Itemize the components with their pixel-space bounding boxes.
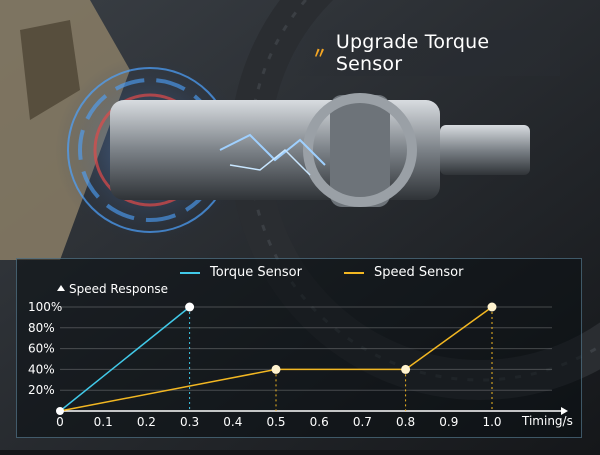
- chart-legend: Torque Sensor Speed Sensor: [180, 265, 463, 280]
- x-tick-label: 0.8: [396, 415, 415, 429]
- y-axis-title: Speed Response: [69, 282, 168, 296]
- data-point-1-1: [271, 364, 281, 374]
- y-tick-label: 100%: [28, 300, 62, 314]
- legend-label-torque: Torque Sensor: [210, 265, 302, 280]
- x-tick-label: 0.5: [266, 415, 285, 429]
- x-tick-label: 0.4: [223, 415, 242, 429]
- x-tick-label: 0.9: [439, 415, 458, 429]
- legend-swatch-speed: [343, 271, 364, 274]
- x-tick-label: 0.3: [180, 415, 199, 429]
- x-tick-label: 0.7: [353, 415, 372, 429]
- torque-chevron-icon: 〃: [312, 44, 328, 62]
- headline-title: Upgrade Torque Sensor: [335, 31, 490, 75]
- headline-banner: 〃 Upgrade Torque Sensor: [290, 30, 560, 76]
- legend-swatch-torque: [180, 271, 200, 274]
- origin-point: [56, 407, 64, 415]
- legend-item-speed: Speed Sensor: [343, 265, 464, 280]
- x-axis-title: Timing/s: [521, 414, 573, 428]
- legend-label-speed: Speed Sensor: [373, 265, 464, 280]
- data-point-1-2: [401, 364, 411, 374]
- y-tick-label: 60%: [28, 342, 55, 356]
- series-line-1: [59, 306, 493, 412]
- y-tick-label: 40%: [28, 362, 55, 376]
- x-axis-arrow-icon: [561, 407, 568, 415]
- y-tick-label: 80%: [28, 321, 55, 335]
- x-tick-label: 0.2: [137, 415, 156, 429]
- series-line-0: [59, 306, 191, 412]
- chart-panel: [16, 258, 582, 438]
- x-tick-label: 1.0: [482, 415, 501, 429]
- data-point-0-1: [185, 302, 195, 312]
- x-tick-label: 0: [56, 415, 64, 429]
- y-axis-arrow-icon: [57, 285, 65, 291]
- data-point-1-3: [487, 302, 497, 312]
- x-tick-label: 0.1: [94, 415, 113, 429]
- y-tick-label: 20%: [28, 383, 55, 397]
- x-tick-label: 0.6: [310, 415, 329, 429]
- legend-item-torque: Torque Sensor: [180, 265, 302, 280]
